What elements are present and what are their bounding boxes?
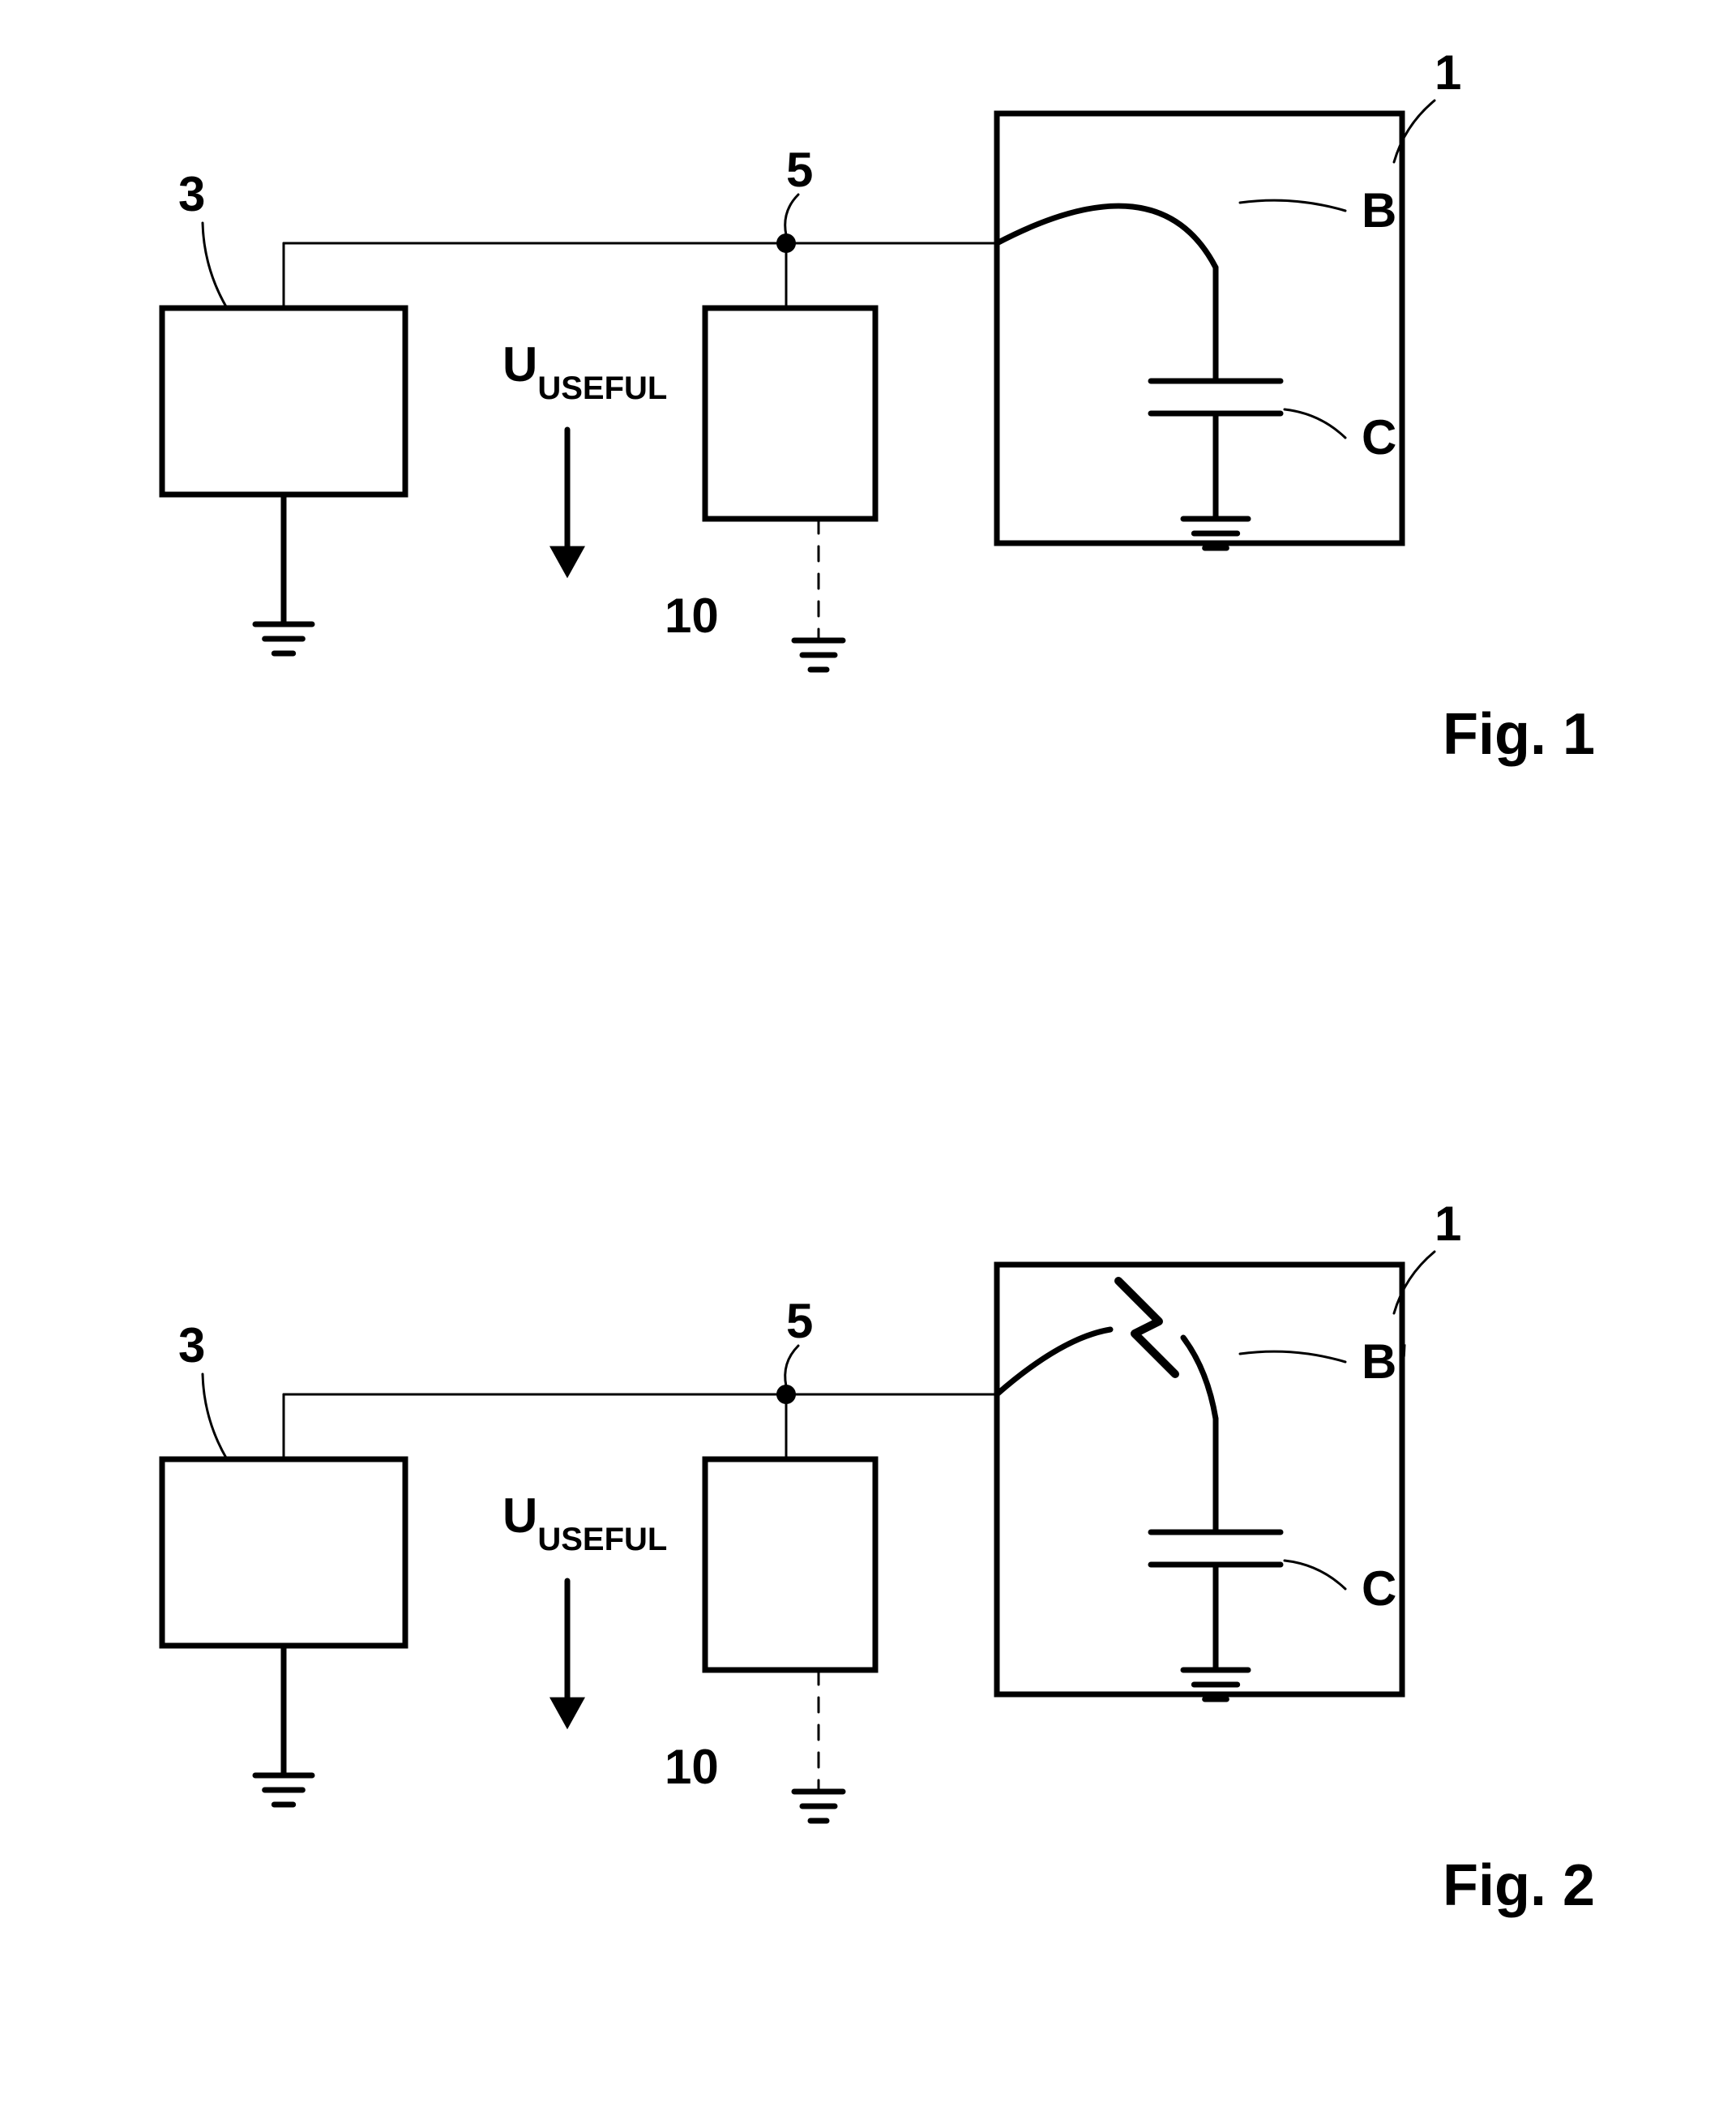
- figure-1: UUSEFUL 3 5 1 10 B C Fig. 1: [162, 45, 1595, 767]
- block-3: [162, 1459, 405, 1646]
- ref-10: 10: [665, 1740, 719, 1794]
- ref-5: 5: [786, 143, 813, 197]
- ref-3: 3: [178, 167, 205, 221]
- ref-B: B: [1362, 183, 1396, 238]
- node-5: [776, 1385, 796, 1404]
- block-3: [162, 308, 405, 495]
- ref-C: C: [1362, 1561, 1396, 1616]
- ref-1: 1: [1435, 45, 1461, 100]
- ref-C: C: [1362, 410, 1396, 465]
- block-10: [705, 1459, 875, 1670]
- ref-B: B': [1362, 1334, 1409, 1389]
- figure-caption: Fig. 2: [1443, 1853, 1595, 1918]
- ref-5: 5: [786, 1294, 813, 1348]
- node-5: [776, 233, 796, 253]
- ref-10: 10: [665, 589, 719, 643]
- figure-caption: Fig. 1: [1443, 702, 1595, 767]
- u-useful-label: UUSEFUL: [502, 337, 667, 406]
- ref-1: 1: [1435, 1197, 1461, 1251]
- block-1: [997, 1265, 1402, 1694]
- block-10: [705, 308, 875, 519]
- break-bolt-icon: [1118, 1281, 1175, 1374]
- ref-3: 3: [178, 1318, 205, 1372]
- bondwire: [997, 206, 1216, 268]
- u-useful-label: UUSEFUL: [502, 1488, 667, 1557]
- figure-2: UUSEFUL 3 5 1 10 B' C Fig. 2: [162, 1197, 1595, 1918]
- block-1: [997, 113, 1402, 543]
